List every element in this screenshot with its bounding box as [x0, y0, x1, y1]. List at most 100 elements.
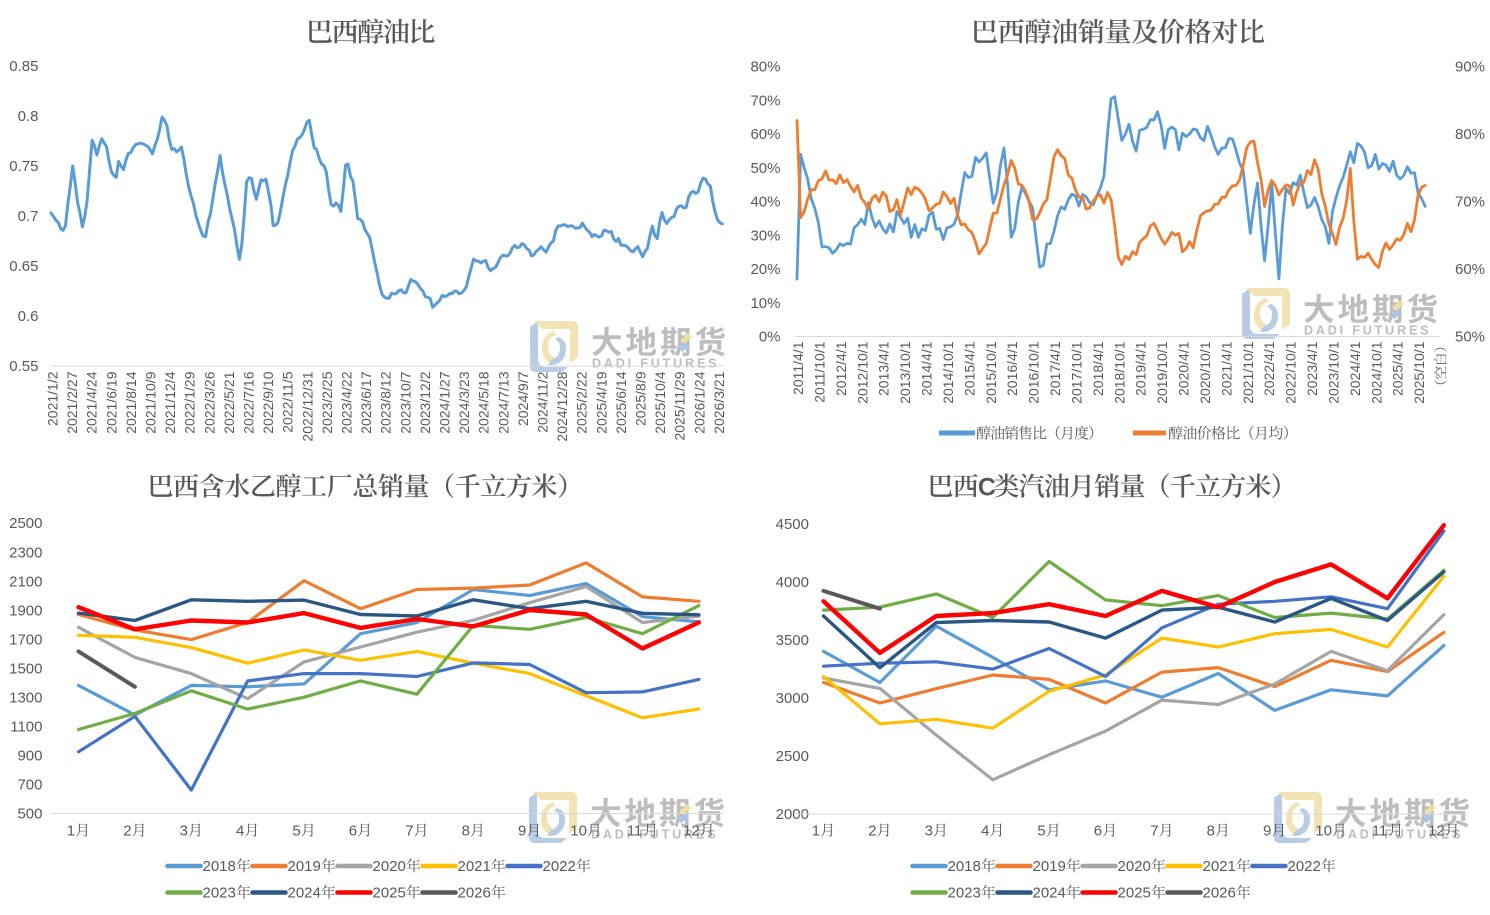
- svg-text:70%: 70%: [750, 92, 780, 109]
- svg-text:2022/4/1: 2022/4/1: [1261, 341, 1277, 396]
- svg-text:2017/4/1: 2017/4/1: [1047, 341, 1063, 396]
- svg-text:2022/12/31: 2022/12/31: [299, 371, 315, 441]
- svg-text:2024/9/7: 2024/9/7: [515, 371, 531, 426]
- svg-text:1500: 1500: [9, 660, 42, 677]
- svg-text:11: 11: [1372, 823, 1388, 840]
- svg-text:50%: 50%: [1455, 329, 1485, 346]
- svg-text:10: 10: [1315, 823, 1332, 840]
- svg-text:2017/10/1: 2017/10/1: [1068, 341, 1084, 403]
- svg-text:2025/8/9: 2025/8/9: [633, 371, 649, 426]
- svg-text:2024/12/28: 2024/12/28: [554, 371, 570, 441]
- svg-text:0.6: 0.6: [18, 308, 39, 325]
- svg-text:2024: 2024: [288, 885, 321, 902]
- svg-text:0.65: 0.65: [9, 258, 38, 275]
- svg-text:2000: 2000: [776, 806, 809, 823]
- svg-text:2025/10/4: 2025/10/4: [652, 371, 668, 433]
- svg-text:2022/7/16: 2022/7/16: [241, 371, 257, 433]
- svg-text:2014/10/1: 2014/10/1: [940, 341, 956, 403]
- svg-text:2022: 2022: [543, 858, 576, 875]
- svg-text:2023/6/17: 2023/6/17: [358, 371, 374, 433]
- svg-text:8: 8: [462, 823, 470, 840]
- svg-text:DADI FUTURES: DADI FUTURES: [1304, 324, 1431, 338]
- svg-text:5: 5: [1037, 823, 1045, 840]
- svg-text:80%: 80%: [1455, 126, 1485, 143]
- svg-text:2018: 2018: [948, 858, 981, 875]
- svg-text:20%: 20%: [750, 261, 780, 278]
- svg-text:1100: 1100: [10, 719, 42, 736]
- svg-text:2024/7/13: 2024/7/13: [495, 371, 511, 433]
- svg-text:40%: 40%: [750, 194, 780, 211]
- svg-text:3000: 3000: [776, 690, 809, 707]
- svg-text:6: 6: [349, 823, 357, 840]
- svg-text:3: 3: [925, 823, 933, 840]
- svg-text:80%: 80%: [750, 59, 780, 76]
- svg-text:1900: 1900: [9, 602, 42, 619]
- svg-text:2021: 2021: [1203, 858, 1236, 875]
- svg-text:2011/10/1: 2011/10/1: [811, 341, 827, 402]
- svg-text:2018: 2018: [203, 858, 236, 875]
- svg-text:2023/8/12: 2023/8/12: [378, 371, 394, 433]
- svg-text:3: 3: [180, 823, 188, 840]
- svg-text:1300: 1300: [9, 690, 42, 707]
- svg-text:8: 8: [1207, 823, 1215, 840]
- svg-text:2023: 2023: [948, 885, 981, 902]
- svg-text:2018/10/1: 2018/10/1: [1111, 341, 1127, 403]
- svg-text:2500: 2500: [776, 748, 809, 765]
- svg-text:1: 1: [812, 823, 820, 840]
- svg-text:5: 5: [292, 823, 300, 840]
- svg-text:11: 11: [627, 823, 643, 840]
- svg-text:2023/2/25: 2023/2/25: [319, 371, 335, 433]
- svg-text:2019/4/1: 2019/4/1: [1133, 341, 1149, 396]
- svg-text:7: 7: [1150, 823, 1158, 840]
- svg-text:500: 500: [17, 806, 42, 823]
- svg-text:10: 10: [570, 823, 587, 840]
- svg-text:2022/9/10: 2022/9/10: [260, 371, 276, 433]
- svg-text:2025/6/14: 2025/6/14: [613, 371, 629, 433]
- svg-text:2021/8/14: 2021/8/14: [123, 371, 139, 433]
- svg-text:9: 9: [1263, 823, 1271, 840]
- svg-text:2022/5/21: 2022/5/21: [221, 371, 237, 433]
- svg-text:4500: 4500: [776, 516, 809, 533]
- svg-text:50%: 50%: [750, 160, 780, 177]
- svg-text:2024: 2024: [1033, 885, 1066, 902]
- svg-text:2022/3/26: 2022/3/26: [201, 371, 217, 433]
- svg-text:2011/4/1: 2011/4/1: [790, 341, 806, 395]
- svg-text:0.7: 0.7: [18, 208, 39, 225]
- svg-text:2026/3/21: 2026/3/21: [711, 371, 727, 433]
- svg-text:2022/10/1: 2022/10/1: [1283, 341, 1299, 403]
- svg-text:0.85: 0.85: [9, 58, 38, 75]
- svg-text:10%: 10%: [750, 295, 780, 312]
- svg-text:2021/1/2: 2021/1/2: [45, 371, 61, 426]
- svg-text:1700: 1700: [9, 631, 42, 648]
- svg-text:7: 7: [405, 823, 413, 840]
- svg-text:2014/4/1: 2014/4/1: [919, 341, 935, 396]
- svg-text:2025: 2025: [1118, 885, 1151, 902]
- svg-text:2021/10/1: 2021/10/1: [1240, 341, 1256, 403]
- svg-text:4000: 4000: [776, 574, 809, 591]
- svg-text:2019: 2019: [288, 858, 321, 875]
- svg-text:70%: 70%: [1455, 194, 1485, 211]
- svg-text:C: C: [978, 474, 996, 502]
- svg-text:60%: 60%: [750, 126, 780, 143]
- svg-text:2020/4/1: 2020/4/1: [1176, 341, 1192, 396]
- svg-text:2022: 2022: [1288, 858, 1321, 875]
- svg-text:2026: 2026: [1203, 885, 1236, 902]
- svg-text:0.75: 0.75: [9, 158, 38, 175]
- svg-text:2024/5/18: 2024/5/18: [476, 371, 492, 433]
- svg-text:30%: 30%: [750, 227, 780, 244]
- svg-text:9: 9: [518, 823, 526, 840]
- svg-text:2025/10/1: 2025/10/1: [1411, 341, 1427, 403]
- svg-text:1: 1: [67, 823, 75, 840]
- svg-text:2300: 2300: [9, 544, 42, 561]
- svg-text:2022/1/29: 2022/1/29: [182, 371, 198, 433]
- svg-text:2021/6/19: 2021/6/19: [103, 371, 119, 433]
- svg-text:900: 900: [17, 748, 42, 765]
- svg-text:2012/10/1: 2012/10/1: [854, 341, 870, 403]
- svg-text:2100: 2100: [9, 573, 42, 590]
- svg-text:2023: 2023: [203, 885, 236, 902]
- svg-text:2015/10/1: 2015/10/1: [983, 341, 999, 403]
- svg-text:2025/11/29: 2025/11/29: [672, 371, 688, 440]
- svg-text:2024/4/1: 2024/4/1: [1347, 341, 1363, 396]
- svg-text:12: 12: [683, 823, 700, 840]
- svg-text:2021/10/9: 2021/10/9: [143, 371, 159, 433]
